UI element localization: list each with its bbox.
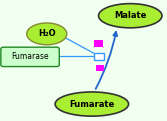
Bar (94, 53, 104, 60)
Text: Malate: Malate (114, 11, 146, 20)
Ellipse shape (99, 4, 162, 28)
Text: H₂O: H₂O (38, 29, 56, 38)
FancyBboxPatch shape (1, 47, 59, 67)
Ellipse shape (55, 92, 129, 116)
Bar (96, 65, 104, 71)
Text: Fumarase: Fumarase (11, 52, 49, 61)
Bar (94, 40, 103, 47)
Text: Fumarate: Fumarate (69, 100, 114, 109)
Ellipse shape (27, 23, 67, 45)
